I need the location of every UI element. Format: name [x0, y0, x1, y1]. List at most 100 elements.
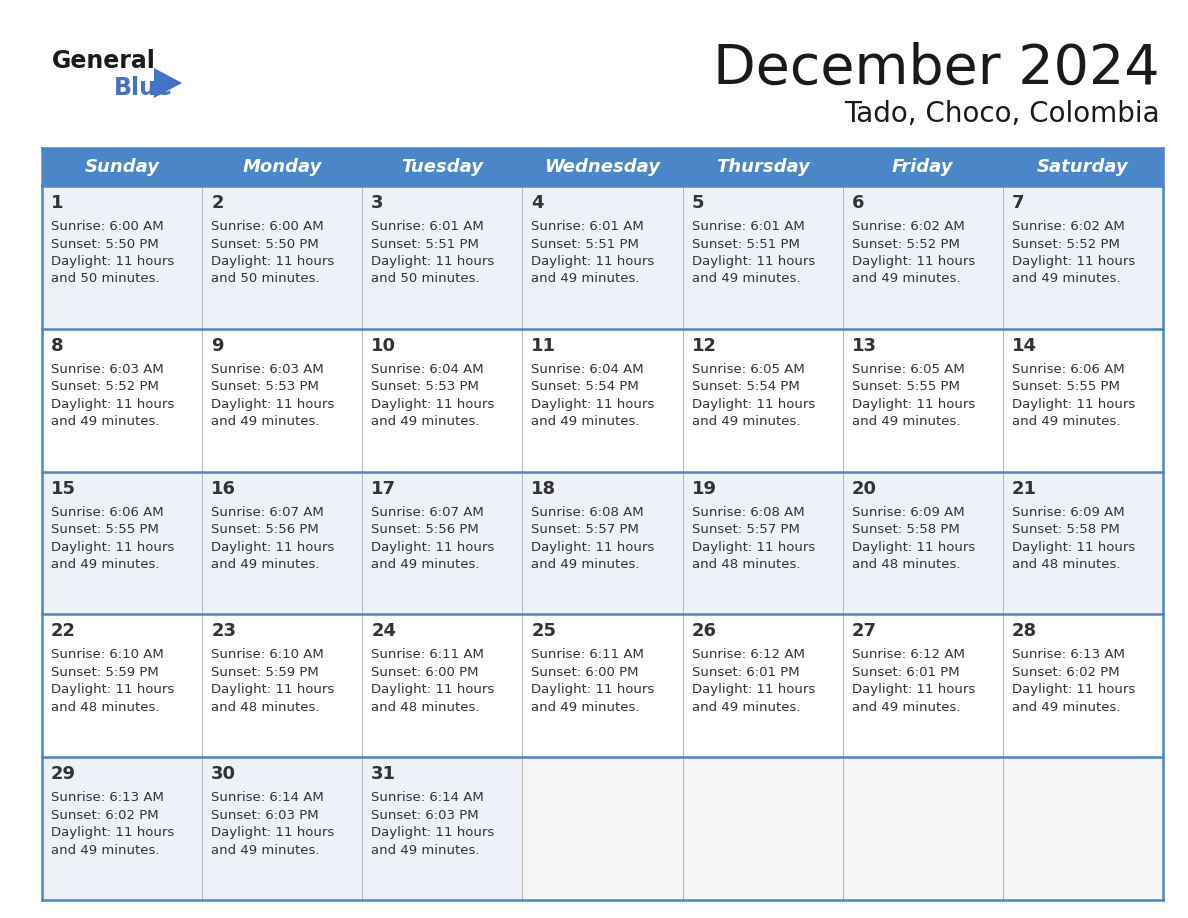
Text: and 49 minutes.: and 49 minutes. [691, 273, 800, 285]
Text: 22: 22 [51, 622, 76, 641]
Bar [202, 329, 362, 472]
Text: and 50 minutes.: and 50 minutes. [372, 273, 480, 285]
Bar [362, 148, 523, 186]
Text: and 48 minutes.: and 48 minutes. [372, 701, 480, 714]
Text: 7: 7 [1012, 194, 1024, 212]
Text: 27: 27 [852, 622, 877, 641]
Text: Sunrise: 6:07 AM: Sunrise: 6:07 AM [211, 506, 324, 519]
Bar [1003, 472, 1163, 614]
Text: Daylight: 11 hours: Daylight: 11 hours [372, 255, 494, 268]
Text: Sunset: 5:55 PM: Sunset: 5:55 PM [51, 523, 159, 536]
Text: Sunrise: 6:04 AM: Sunrise: 6:04 AM [372, 363, 484, 375]
Text: 28: 28 [1012, 622, 1037, 641]
Text: Sunset: 5:56 PM: Sunset: 5:56 PM [372, 523, 479, 536]
Bar [202, 757, 362, 900]
Bar [362, 329, 523, 472]
Bar [1003, 614, 1163, 757]
Bar [1003, 757, 1163, 900]
Text: Sunset: 5:54 PM: Sunset: 5:54 PM [531, 380, 639, 393]
Text: Sunrise: 6:09 AM: Sunrise: 6:09 AM [1012, 506, 1125, 519]
Text: and 48 minutes.: and 48 minutes. [691, 558, 800, 571]
Text: and 49 minutes.: and 49 minutes. [211, 844, 320, 856]
Text: and 49 minutes.: and 49 minutes. [1012, 273, 1120, 285]
Text: Sunrise: 6:00 AM: Sunrise: 6:00 AM [211, 220, 324, 233]
Text: Sunset: 5:57 PM: Sunset: 5:57 PM [531, 523, 639, 536]
Text: Sunset: 5:57 PM: Sunset: 5:57 PM [691, 523, 800, 536]
Text: and 49 minutes.: and 49 minutes. [691, 415, 800, 429]
Text: and 48 minutes.: and 48 minutes. [852, 558, 960, 571]
Text: 11: 11 [531, 337, 556, 354]
Bar [42, 472, 202, 614]
Text: Sunset: 6:03 PM: Sunset: 6:03 PM [211, 809, 318, 822]
Bar [1003, 329, 1163, 472]
Text: Sunset: 6:02 PM: Sunset: 6:02 PM [1012, 666, 1119, 679]
Text: 2: 2 [211, 194, 223, 212]
Text: Sunset: 5:59 PM: Sunset: 5:59 PM [51, 666, 159, 679]
Text: Sunset: 5:51 PM: Sunset: 5:51 PM [372, 238, 479, 251]
Text: 30: 30 [211, 766, 236, 783]
Bar [42, 614, 202, 757]
Text: Daylight: 11 hours: Daylight: 11 hours [852, 683, 975, 697]
Text: Daylight: 11 hours: Daylight: 11 hours [531, 683, 655, 697]
Text: Sunset: 5:56 PM: Sunset: 5:56 PM [211, 523, 318, 536]
Text: Sunrise: 6:01 AM: Sunrise: 6:01 AM [372, 220, 484, 233]
Text: 15: 15 [51, 479, 76, 498]
Text: Daylight: 11 hours: Daylight: 11 hours [691, 397, 815, 410]
Text: Sunrise: 6:03 AM: Sunrise: 6:03 AM [211, 363, 324, 375]
Text: Sunrise: 6:01 AM: Sunrise: 6:01 AM [691, 220, 804, 233]
Text: Sunset: 5:52 PM: Sunset: 5:52 PM [51, 380, 159, 393]
Text: and 49 minutes.: and 49 minutes. [211, 558, 320, 571]
Text: and 49 minutes.: and 49 minutes. [1012, 701, 1120, 714]
Text: 8: 8 [51, 337, 64, 354]
Text: Sunset: 6:00 PM: Sunset: 6:00 PM [531, 666, 639, 679]
Polygon shape [154, 68, 182, 98]
Text: Daylight: 11 hours: Daylight: 11 hours [51, 397, 175, 410]
Bar [683, 329, 842, 472]
Text: Wednesday: Wednesday [544, 158, 661, 176]
Text: Sunrise: 6:08 AM: Sunrise: 6:08 AM [691, 506, 804, 519]
Bar [842, 148, 1003, 186]
Bar [842, 329, 1003, 472]
Bar [42, 186, 202, 329]
Text: 18: 18 [531, 479, 556, 498]
Text: Daylight: 11 hours: Daylight: 11 hours [372, 397, 494, 410]
Bar [683, 472, 842, 614]
Text: Sunset: 5:53 PM: Sunset: 5:53 PM [211, 380, 320, 393]
Bar [42, 148, 202, 186]
Bar [683, 614, 842, 757]
Text: 26: 26 [691, 622, 716, 641]
Text: Daylight: 11 hours: Daylight: 11 hours [531, 397, 655, 410]
Text: Sunset: 5:58 PM: Sunset: 5:58 PM [1012, 523, 1119, 536]
Text: 3: 3 [372, 194, 384, 212]
Text: Daylight: 11 hours: Daylight: 11 hours [691, 683, 815, 697]
Text: Thursday: Thursday [715, 158, 809, 176]
Text: Daylight: 11 hours: Daylight: 11 hours [852, 255, 975, 268]
Bar [523, 614, 683, 757]
Bar [202, 614, 362, 757]
Text: Sunrise: 6:05 AM: Sunrise: 6:05 AM [852, 363, 965, 375]
Text: and 50 minutes.: and 50 minutes. [211, 273, 320, 285]
Text: 5: 5 [691, 194, 704, 212]
Text: and 48 minutes.: and 48 minutes. [211, 701, 320, 714]
Text: Sunrise: 6:09 AM: Sunrise: 6:09 AM [852, 506, 965, 519]
Text: 12: 12 [691, 337, 716, 354]
Text: Sunset: 6:01 PM: Sunset: 6:01 PM [691, 666, 800, 679]
Bar [362, 186, 523, 329]
Text: Sunrise: 6:05 AM: Sunrise: 6:05 AM [691, 363, 804, 375]
Bar [523, 148, 683, 186]
Bar [523, 757, 683, 900]
Text: 14: 14 [1012, 337, 1037, 354]
Text: Monday: Monday [242, 158, 322, 176]
Text: and 49 minutes.: and 49 minutes. [531, 415, 640, 429]
Bar [202, 186, 362, 329]
Text: Daylight: 11 hours: Daylight: 11 hours [372, 683, 494, 697]
Text: General: General [52, 49, 156, 73]
Text: and 49 minutes.: and 49 minutes. [531, 273, 640, 285]
Text: and 49 minutes.: and 49 minutes. [372, 844, 480, 856]
Text: Sunset: 5:58 PM: Sunset: 5:58 PM [852, 523, 960, 536]
Bar [42, 757, 202, 900]
Text: and 49 minutes.: and 49 minutes. [691, 701, 800, 714]
Text: Sunset: 5:51 PM: Sunset: 5:51 PM [691, 238, 800, 251]
Text: Sunrise: 6:00 AM: Sunrise: 6:00 AM [51, 220, 164, 233]
Text: 31: 31 [372, 766, 397, 783]
